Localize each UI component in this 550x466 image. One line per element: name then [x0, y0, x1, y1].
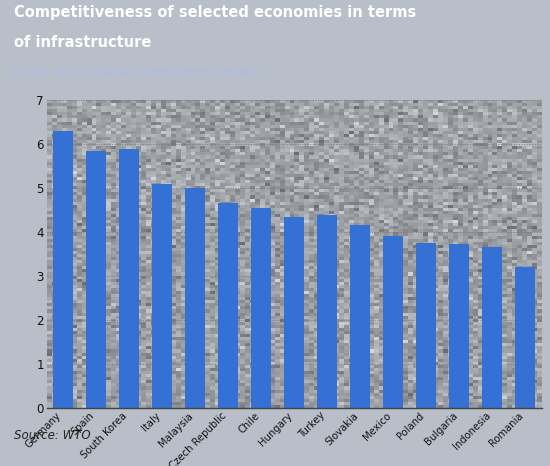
Bar: [449, 244, 470, 408]
Bar: [317, 215, 338, 408]
Bar: [152, 184, 173, 408]
Bar: [185, 188, 206, 408]
Bar: [515, 267, 536, 408]
Bar: [218, 204, 239, 408]
Bar: [53, 131, 74, 408]
Bar: [284, 217, 305, 408]
Text: of infrastructure: of infrastructure: [14, 34, 151, 49]
Bar: [251, 208, 272, 408]
Bar: [482, 247, 503, 408]
Bar: [383, 236, 404, 408]
Bar: [350, 226, 371, 408]
Bar: [416, 243, 437, 408]
Bar: [119, 150, 140, 408]
Bar: [86, 151, 107, 408]
Text: In GCR 2012/13 (Global Competitiveness Report): In GCR 2012/13 (Global Competitiveness R…: [14, 67, 257, 77]
Text: Source: WTO: Source: WTO: [14, 429, 90, 442]
Text: Competitiveness of selected economies in terms: Competitiveness of selected economies in…: [14, 5, 416, 20]
